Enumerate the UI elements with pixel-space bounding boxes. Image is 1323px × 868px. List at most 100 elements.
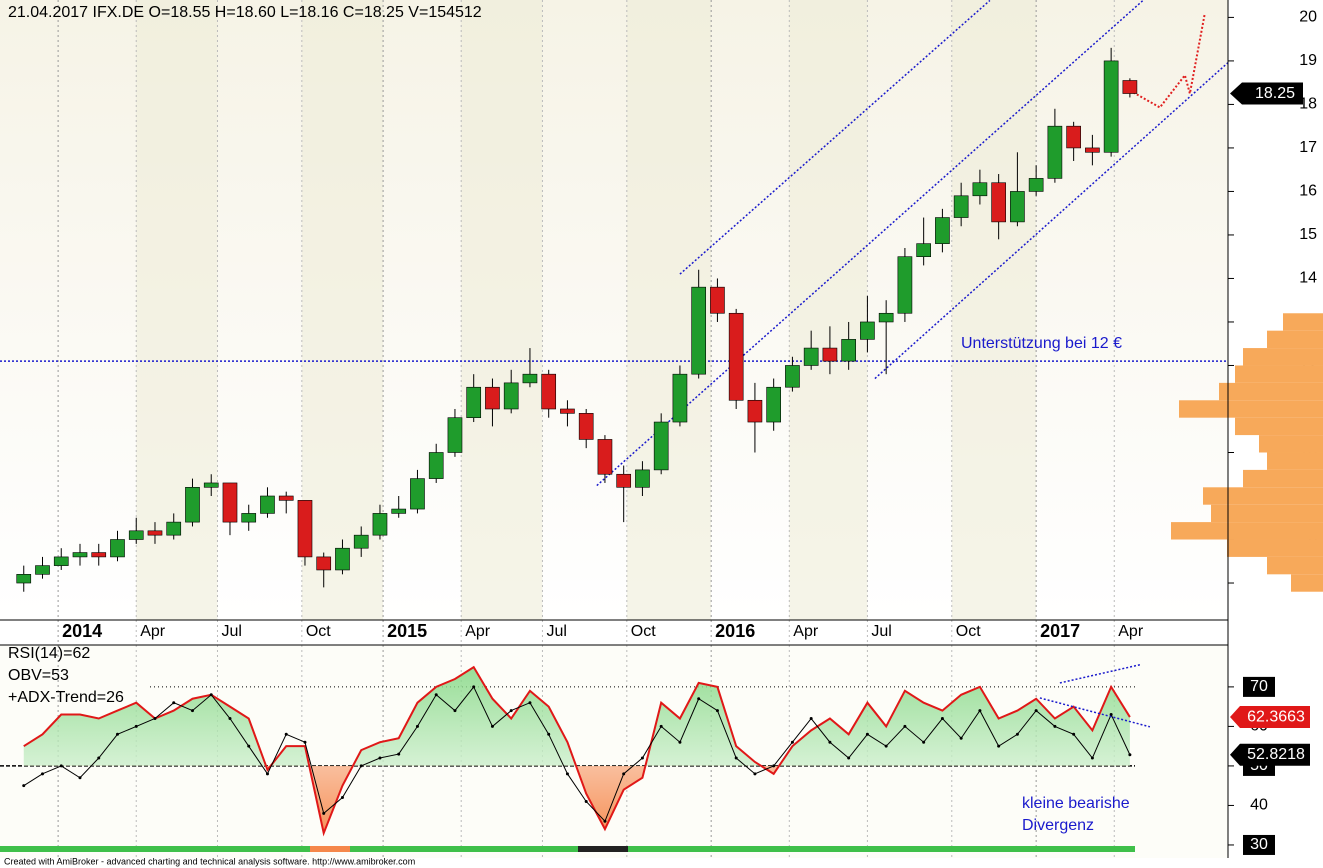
candle-body bbox=[747, 399, 763, 423]
channel-line bbox=[596, 0, 1144, 487]
candle-body bbox=[35, 565, 50, 575]
obv-point bbox=[828, 740, 832, 744]
obv-point bbox=[322, 811, 326, 815]
y-tick-label: 20 bbox=[1299, 9, 1317, 26]
y-tick-label: 18 bbox=[1299, 96, 1317, 113]
volume-profile-bar bbox=[1267, 330, 1323, 349]
last-value-label: 52.8218 bbox=[1247, 746, 1305, 763]
obv-point bbox=[884, 744, 888, 748]
last-value-box bbox=[1230, 743, 1310, 766]
obv-point bbox=[209, 693, 213, 697]
tick-label-box bbox=[1243, 676, 1275, 697]
volume-profile-bar bbox=[1259, 435, 1323, 453]
candle-body bbox=[410, 478, 425, 510]
candle-body bbox=[1085, 147, 1100, 153]
obv-point bbox=[415, 724, 419, 728]
candle-body bbox=[1010, 191, 1025, 223]
volume-profile-bar bbox=[1179, 400, 1323, 418]
y-tick-label: 17 bbox=[1299, 139, 1317, 156]
last-value-label: 62.3663 bbox=[1247, 708, 1305, 725]
candle-body bbox=[991, 182, 1006, 223]
candle-body bbox=[522, 373, 538, 384]
obv-point bbox=[453, 709, 457, 713]
candle-body bbox=[672, 373, 688, 423]
chart-title: 21.04.2017 IFX.DE O=18.55 H=18.60 L=18.1… bbox=[8, 4, 482, 21]
x-tick-label: Oct bbox=[631, 623, 656, 640]
rsi-fill-above bbox=[23, 667, 1130, 766]
candle-body bbox=[110, 539, 125, 558]
obv-point bbox=[378, 756, 382, 760]
obv-point bbox=[734, 756, 738, 760]
band bbox=[301, 0, 384, 620]
obv-point bbox=[903, 724, 907, 728]
adx-trend-strip-part bbox=[310, 846, 350, 852]
obv-point bbox=[547, 732, 551, 736]
annotation: kleine bearishe bbox=[1022, 795, 1130, 812]
obv-point bbox=[622, 772, 626, 776]
candle-body bbox=[691, 286, 707, 375]
last-value-box bbox=[1230, 706, 1310, 729]
candle-body bbox=[72, 552, 88, 558]
obv-point bbox=[265, 772, 269, 776]
y-tick-label: 40 bbox=[1250, 797, 1268, 814]
candle-body bbox=[203, 482, 219, 488]
channel-line bbox=[874, 62, 1228, 380]
candle-body bbox=[1047, 125, 1063, 179]
candle-body bbox=[278, 495, 294, 501]
candle-body bbox=[785, 365, 800, 388]
candle-body bbox=[916, 243, 931, 258]
candle-body bbox=[578, 413, 594, 440]
candle-body bbox=[897, 256, 913, 314]
candle-body bbox=[260, 495, 275, 514]
volume-profile-bar bbox=[1235, 417, 1323, 436]
x-tick-label: Oct bbox=[956, 623, 981, 640]
obv-point bbox=[940, 717, 944, 721]
volume-profile-bar bbox=[1227, 539, 1323, 557]
adx-trend-strip-part bbox=[578, 846, 628, 852]
band bbox=[136, 0, 218, 620]
candle-body bbox=[597, 439, 613, 475]
volume-profile-bar bbox=[1211, 504, 1323, 523]
obv-point bbox=[603, 819, 607, 823]
x-tick-label: 2017 bbox=[1040, 621, 1080, 641]
candle-body bbox=[372, 513, 388, 536]
projection-line bbox=[1129, 12, 1206, 109]
volume-profile-bar bbox=[1291, 574, 1323, 592]
obv-point bbox=[528, 701, 532, 705]
obv-point bbox=[172, 701, 176, 705]
obv-point bbox=[359, 764, 363, 768]
candle-body bbox=[841, 339, 856, 362]
obv-point bbox=[1128, 753, 1132, 757]
adx-trend-strip bbox=[0, 846, 1135, 852]
obv-point bbox=[303, 740, 307, 744]
obv-point bbox=[1090, 756, 1094, 760]
x-tick-label: 2014 bbox=[62, 621, 102, 641]
obv-point bbox=[509, 709, 513, 713]
obv-point bbox=[678, 740, 682, 744]
x-tick-label: Jul bbox=[546, 623, 566, 640]
obv-point bbox=[865, 732, 869, 736]
volume-profile-bar bbox=[1243, 469, 1323, 488]
obv-point bbox=[997, 744, 1001, 748]
x-tick-label: Jul bbox=[221, 623, 241, 640]
volume-profile-bar bbox=[1267, 452, 1323, 470]
obv-point bbox=[78, 776, 82, 780]
obv-point bbox=[153, 717, 157, 721]
candle-body bbox=[16, 574, 32, 584]
candle-body bbox=[953, 195, 969, 218]
obv-point bbox=[978, 709, 982, 713]
y-tick-label: 19 bbox=[1299, 52, 1317, 69]
channel-line bbox=[679, 0, 991, 275]
legend-entry: +ADX-Trend=26 bbox=[8, 689, 124, 706]
last-price-box bbox=[1230, 82, 1303, 105]
candle-body bbox=[935, 217, 950, 244]
obv-point bbox=[97, 756, 101, 760]
candle-body bbox=[728, 312, 744, 401]
band bbox=[789, 0, 868, 620]
obv-point bbox=[134, 724, 138, 728]
candle-body bbox=[560, 408, 575, 414]
candle-body bbox=[335, 547, 350, 571]
obv-point bbox=[584, 799, 588, 803]
series-line bbox=[23, 665, 1131, 837]
volume-profile-bar bbox=[1267, 556, 1323, 575]
